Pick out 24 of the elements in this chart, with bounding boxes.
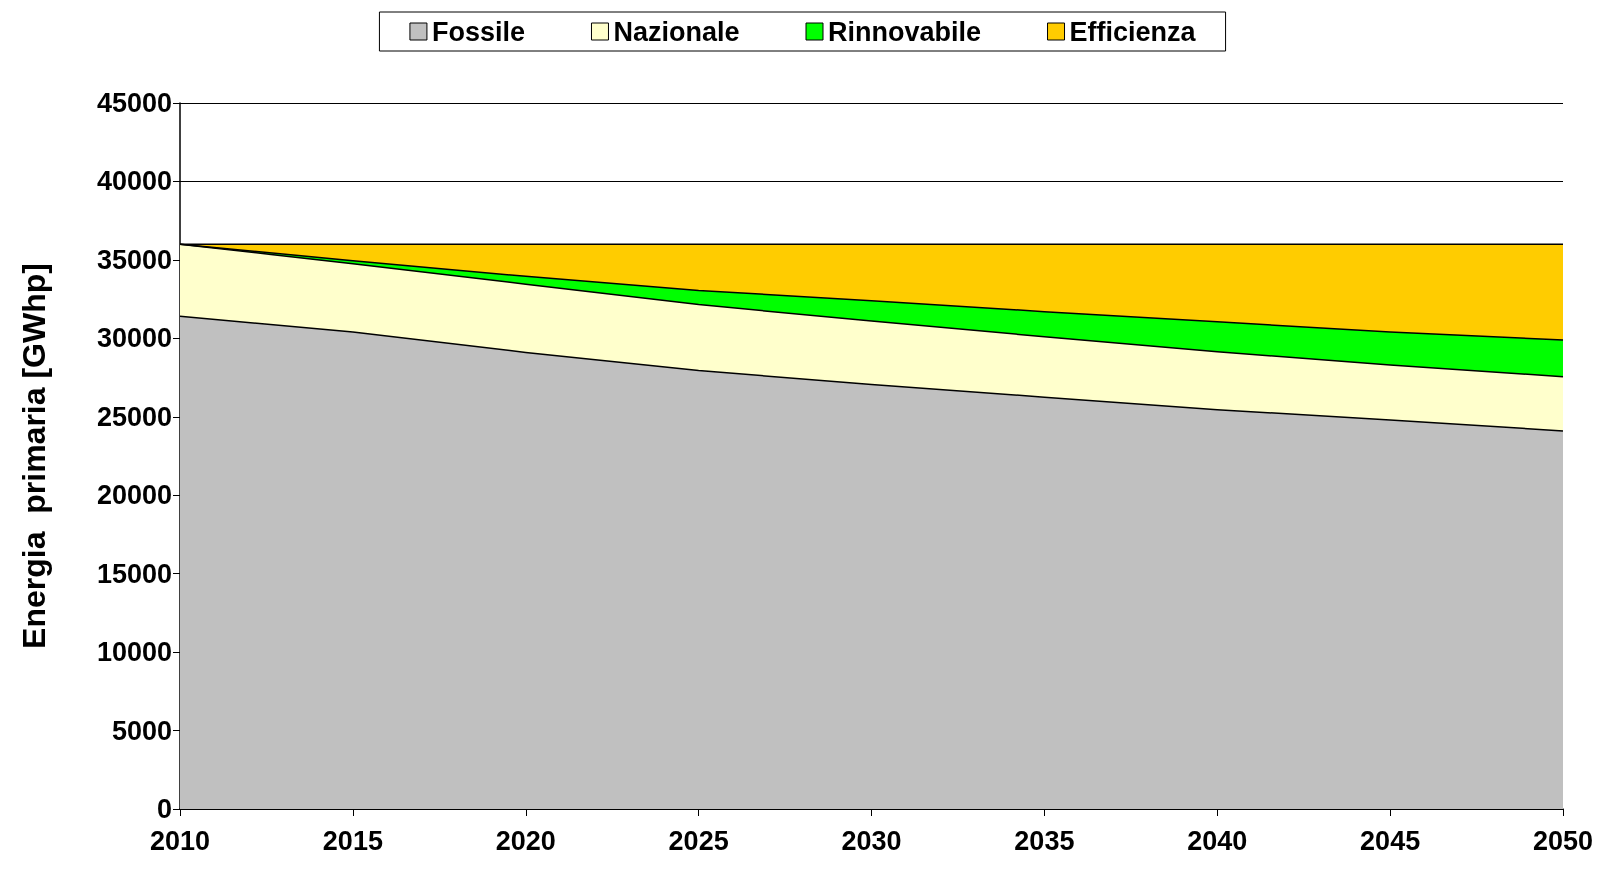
- y-tick-label: 5000: [111, 715, 172, 746]
- legend-label: Nazionale: [613, 16, 740, 47]
- y-tick-label: 0: [156, 794, 172, 824]
- y-tick-label: 30000: [96, 323, 172, 354]
- legend-label: Efficienza: [1069, 16, 1197, 47]
- y-tick-label: 40000: [96, 166, 172, 197]
- x-tick-label: 2040: [1187, 825, 1248, 856]
- x-tick-label: 2010: [149, 825, 211, 856]
- y-axis-title: Energia primaria [GWhp]: [16, 263, 52, 649]
- y-tick-label: 25000: [96, 401, 172, 432]
- x-tick-label: 2020: [495, 825, 556, 856]
- x-tick-label: 2045: [1360, 825, 1421, 856]
- y-tick-label: 10000: [96, 637, 172, 668]
- y-tick-label: 35000: [96, 244, 172, 275]
- y-tick-label: 20000: [96, 480, 172, 511]
- x-tick-label: 2025: [668, 825, 729, 856]
- legend-label: Rinnovabile: [828, 16, 982, 47]
- x-tick-label: 2030: [841, 825, 902, 856]
- legend-label: Fossile: [431, 16, 525, 47]
- y-tick-label: 15000: [96, 558, 172, 589]
- x-tick-label: 2035: [1014, 825, 1075, 856]
- x-tick-label: 2015: [322, 825, 383, 856]
- y-tick-label: 45000: [96, 88, 172, 118]
- x-tick-label: 2050: [1532, 825, 1594, 856]
